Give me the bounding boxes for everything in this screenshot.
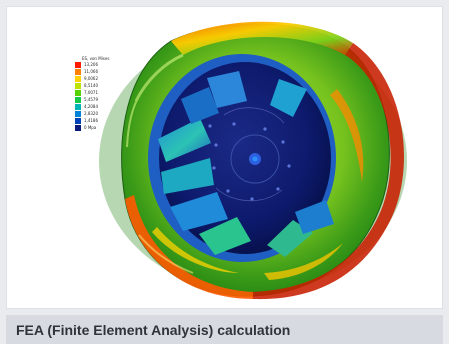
legend-swatch-6 [75, 97, 81, 103]
legend-label-9: 1,4186 [84, 118, 98, 123]
legend-swatch-10 [75, 125, 81, 131]
legend-label-2: 11,066 [84, 69, 98, 74]
legend-swatch-5 [75, 90, 81, 96]
surface-highlights [126, 53, 194, 274]
legend-swatch-8 [75, 111, 81, 117]
legend-swatch-1 [75, 62, 81, 68]
legend-label-3: 9,0062 [84, 76, 98, 81]
legend-label-6: 5,4579 [84, 97, 98, 102]
hub-center [230, 134, 280, 184]
legend-swatch-9 [75, 118, 81, 124]
legend-label-1: 13,206 [84, 62, 98, 67]
image-caption: FEA (Finite Element Analysis) calculatio… [16, 321, 291, 338]
legend-title: ES, von Mises [82, 56, 110, 61]
legend-label-10: 0 Mpa [84, 125, 97, 130]
stress-legend: ES, von Mises 13,206 11,066 9,0062 8,514… [71, 56, 141, 148]
legend-label-5: 7,0071 [84, 90, 98, 95]
legend-swatch-7 [75, 104, 81, 110]
fea-image: ES, von Mises 13,206 11,066 9,0062 8,514… [6, 6, 443, 309]
caption-bar: FEA (Finite Element Analysis) calculatio… [6, 315, 443, 344]
legend-label-8: 2,8320 [84, 111, 98, 116]
legend-swatch-4 [75, 83, 81, 89]
legend-label-4: 8,5140 [84, 83, 98, 88]
blades [158, 71, 334, 257]
hub-outline [215, 107, 285, 202]
legend-label-7: 4,2084 [84, 104, 98, 109]
legend-swatch-3 [75, 76, 81, 82]
legend-swatch-2 [75, 69, 81, 75]
hub-bolt-pattern [208, 122, 291, 201]
fan-impeller-illustration [99, 21, 407, 300]
